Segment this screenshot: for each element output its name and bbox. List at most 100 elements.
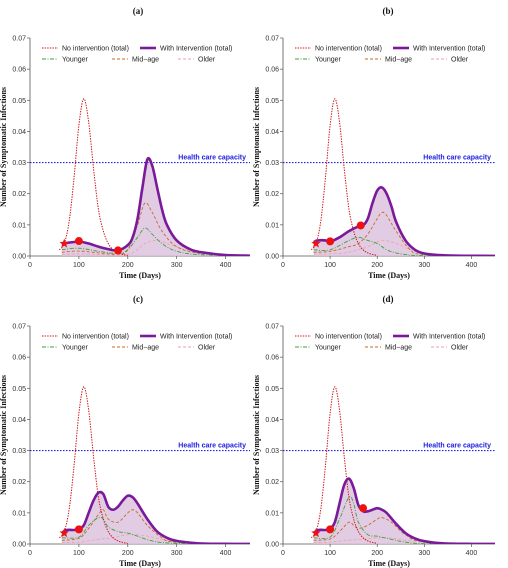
series-line-younger	[313, 496, 495, 544]
y-tick-label: 0.02	[265, 191, 279, 198]
plot-area	[283, 386, 495, 544]
y-tick-label: 0.00	[265, 542, 279, 549]
series-line-with-intervention	[313, 186, 495, 256]
x-tick-label: 100	[73, 262, 85, 269]
intervention-dot-marker	[326, 525, 335, 534]
x-tick-label: 0	[28, 550, 32, 557]
legend-label-with-intervention: With Intervention (total)	[413, 334, 485, 341]
capacity-label: Health care capacity	[423, 443, 491, 450]
x-tick-label: 0	[281, 550, 285, 557]
y-tick-label: 0.06	[12, 355, 26, 362]
x-tick-label: 300	[171, 262, 183, 269]
y-tick-label: 0.04	[12, 129, 26, 136]
y-axis-label: Number of Symptomatic Infections	[0, 87, 8, 207]
chart-panel-3: (c) 0.00 0.01 0.02 0.03 0.04 0.05 0.06 0.07 0 100 2…	[0, 294, 250, 568]
y-tick-label: 0.05	[265, 386, 279, 393]
capacity-label: Health care capacity	[423, 155, 491, 162]
y-tick-label: 0.00	[265, 254, 279, 261]
x-tick-label: 400	[220, 550, 232, 557]
y-tick-label: 0.00	[12, 542, 26, 549]
series-area-with-intervention	[61, 158, 250, 256]
intervention-dot-marker	[114, 246, 122, 255]
start-star-marker	[59, 238, 69, 248]
x-axis-label: Time (Days)	[119, 271, 161, 280]
y-tick-label: 0.01	[12, 222, 26, 229]
y-axis-label: Number of Symptomatic Infections	[252, 375, 261, 495]
plot-area	[30, 98, 250, 256]
y-tick-label: 0.07	[12, 324, 26, 331]
x-axis-label: Time (Days)	[368, 559, 410, 568]
x-tick-label: 100	[324, 262, 336, 269]
panel-title: (c)	[133, 294, 143, 304]
series-line-with-intervention	[312, 477, 495, 544]
intervention-dot-marker	[74, 525, 83, 534]
x-tick-label: 300	[418, 550, 430, 557]
y-tick-label: 0.00	[12, 254, 26, 261]
legend: No intervention (total) With Intervention…	[295, 46, 485, 64]
start-star-marker	[59, 528, 69, 538]
capacity-label: Health care capacity	[178, 155, 246, 162]
series-line-mid-age	[61, 202, 250, 256]
legend: No intervention (total) With Intervention…	[42, 334, 232, 352]
panel-title: (a)	[133, 6, 144, 16]
legend-label-no-intervention: No intervention (total)	[62, 334, 129, 341]
x-tick-label: 0	[281, 262, 285, 269]
series-line-younger	[61, 516, 250, 544]
capacity-label: Health care capacity	[178, 443, 246, 450]
chart-panel-2: (b) 0.00 0.01 0.02 0.03 0.04 0.05 0.06 0.07 0 100 2…	[252, 6, 495, 280]
legend-label-younger: Younger	[62, 57, 88, 64]
series-line-with-intervention	[61, 490, 250, 544]
y-tick-label: 0.01	[12, 510, 26, 517]
x-axis-label: Time (Days)	[368, 271, 410, 280]
series-area-with-intervention	[61, 492, 250, 544]
intervention-dot-marker	[356, 221, 365, 230]
y-tick-label: 0.04	[12, 417, 26, 424]
y-tick-label: 0.05	[12, 98, 26, 105]
legend-label-no-intervention: No intervention (total)	[62, 46, 129, 53]
legend-label-mid-age: Mid−age	[385, 57, 412, 64]
y-tick-label: 0.06	[12, 67, 26, 74]
y-tick-label: 0.07	[265, 324, 279, 331]
legend-label-younger: Younger	[315, 345, 341, 352]
legend-label-no-intervention: No intervention (total)	[315, 334, 382, 341]
x-tick-label: 400	[466, 550, 478, 557]
plot-area	[30, 386, 250, 544]
series-line-mid-age	[313, 211, 495, 256]
y-tick-label: 0.04	[265, 129, 279, 136]
legend-label-older: Older	[451, 345, 469, 352]
panel-title: (b)	[383, 6, 394, 16]
legend-label-mid-age: Mid−age	[385, 345, 412, 352]
start-star-marker	[311, 238, 321, 248]
y-tick-label: 0.03	[12, 448, 26, 455]
y-axis-label: Number of Symptomatic Infections	[252, 87, 261, 207]
series-line-older	[61, 240, 250, 256]
y-tick-label: 0.04	[265, 417, 279, 424]
y-tick-label: 0.02	[12, 479, 26, 486]
legend-label-no-intervention: No intervention (total)	[315, 46, 382, 53]
y-tick-label: 0.03	[265, 160, 279, 167]
y-tick-label: 0.03	[265, 448, 279, 455]
x-tick-label: 400	[466, 262, 478, 269]
x-axis-label: Time (Days)	[119, 559, 161, 568]
y-tick-label: 0.01	[265, 510, 279, 517]
y-tick-label: 0.05	[12, 386, 26, 393]
legend-label-older: Older	[198, 57, 216, 64]
legend-label-younger: Younger	[315, 57, 341, 64]
y-tick-label: 0.07	[12, 36, 26, 43]
x-tick-label: 400	[220, 262, 232, 269]
y-tick-label: 0.01	[265, 222, 279, 229]
y-tick-label: 0.02	[265, 479, 279, 486]
x-tick-label: 300	[171, 550, 183, 557]
legend-label-with-intervention: With Intervention (total)	[160, 334, 232, 341]
series-line-younger	[313, 236, 495, 256]
y-tick-label: 0.02	[12, 191, 26, 198]
y-tick-label: 0.05	[265, 98, 279, 105]
y-tick-label: 0.06	[265, 355, 279, 362]
y-tick-label: 0.03	[12, 160, 26, 167]
x-tick-label: 200	[371, 550, 383, 557]
chart-panel-1: (a) 0.00 0.01 0.02 0.03 0.04 0.05 0.06 0.07 0 100 2…	[0, 6, 250, 280]
series-line-with-intervention	[61, 156, 250, 256]
intervention-dot-marker	[359, 504, 368, 513]
y-tick-label: 0.06	[265, 67, 279, 74]
